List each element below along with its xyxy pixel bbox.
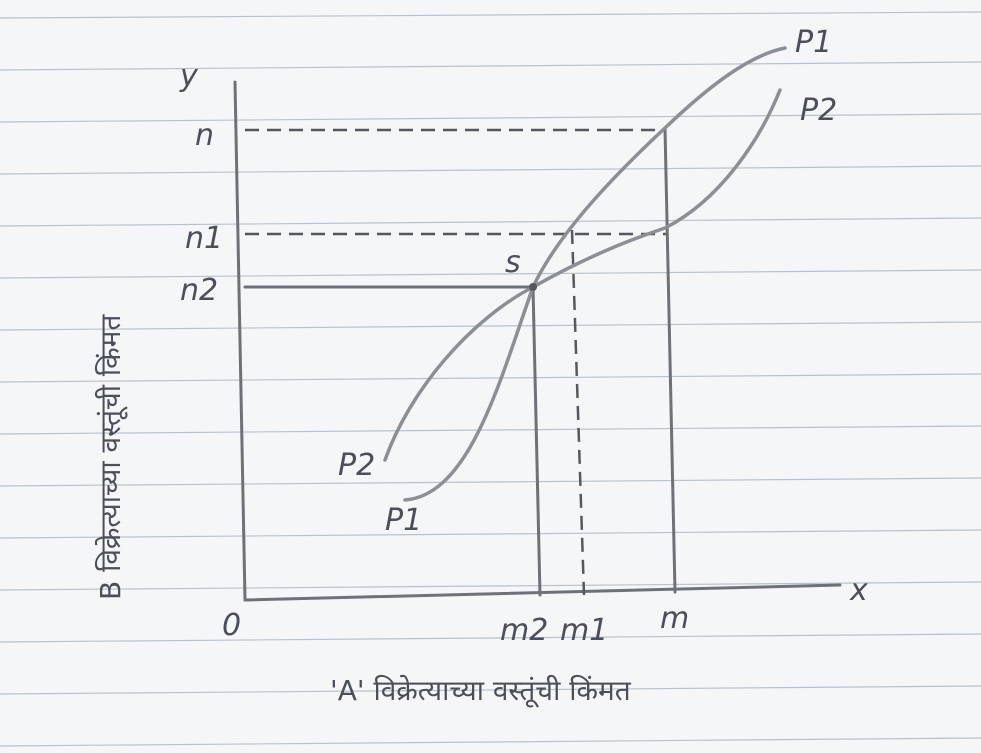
point-label: s bbox=[505, 245, 521, 280]
curve-label: P2 bbox=[338, 448, 375, 483]
paper-rules bbox=[0, 11, 981, 747]
guide-lines bbox=[243, 126, 677, 597]
curve-label: P1 bbox=[795, 25, 832, 60]
axes bbox=[233, 80, 842, 602]
y-mark: n2 bbox=[180, 273, 218, 308]
origin: 0 bbox=[222, 608, 241, 643]
curve-p1 bbox=[403, 46, 787, 502]
x-mark: m2 bbox=[500, 613, 548, 648]
curves bbox=[383, 46, 787, 502]
x-mark: m bbox=[660, 601, 689, 636]
y-mark: n1 bbox=[185, 221, 223, 256]
x-axis-label: 'A' विक्रेत्याच्या वस्तूंची किंमत bbox=[330, 674, 632, 708]
y-axis-label: B विक्रेत्याच्या वस्तूंची किंमत bbox=[94, 314, 128, 600]
intersection bbox=[529, 283, 537, 291]
curve-p2 bbox=[383, 88, 782, 462]
curve-label: P1 bbox=[385, 503, 422, 538]
y-mark: n bbox=[195, 118, 214, 153]
y-letter: y bbox=[179, 59, 199, 94]
x-mark: m1 bbox=[560, 613, 608, 648]
x-letter: x bbox=[849, 573, 868, 608]
curve-label: P2 bbox=[800, 93, 837, 128]
